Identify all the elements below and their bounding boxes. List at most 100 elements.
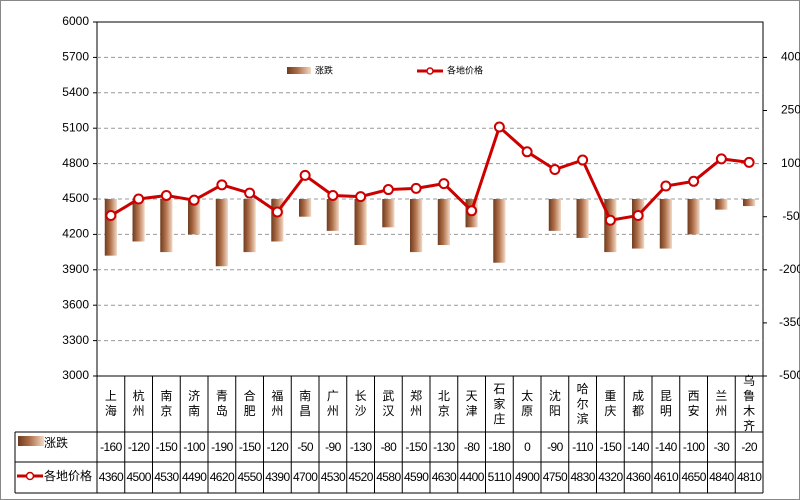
table-key xyxy=(18,436,44,446)
point xyxy=(715,153,727,165)
point xyxy=(438,178,450,190)
table-value: -120 xyxy=(127,439,150,454)
table-value: -80 xyxy=(463,439,480,454)
category-label: 成都 xyxy=(632,389,645,418)
legend-swatch xyxy=(426,67,434,75)
table-value: -150 xyxy=(405,439,427,454)
table-value: -140 xyxy=(627,439,649,454)
table-value: 4520 xyxy=(348,470,373,484)
table-value: 4400 xyxy=(459,470,484,484)
table-row-label: 各地价格 xyxy=(44,468,93,483)
table-value: -110 xyxy=(572,439,593,454)
category-label: 广州 xyxy=(326,389,339,418)
point xyxy=(743,156,755,168)
point xyxy=(327,189,339,201)
bar xyxy=(215,199,228,267)
table-value: -20 xyxy=(741,439,757,454)
category-label: 太原 xyxy=(521,389,534,418)
table-value: 4650 xyxy=(681,470,706,484)
table-value: -160 xyxy=(100,439,122,454)
y-tick-label: 5700 xyxy=(62,50,89,64)
point xyxy=(493,121,505,133)
bar xyxy=(410,199,423,253)
category-label: 石家庄 xyxy=(493,381,506,426)
table-value: -150 xyxy=(599,439,622,454)
category-label: 哈尔滨 xyxy=(576,381,589,426)
point xyxy=(382,184,394,196)
point xyxy=(160,189,172,201)
table-value: -100 xyxy=(183,439,205,454)
table-value: 4620 xyxy=(209,470,235,484)
point xyxy=(660,180,672,192)
table-value: 4610 xyxy=(653,470,679,484)
table-value: -80 xyxy=(380,439,397,454)
table-value: 4500 xyxy=(126,470,151,484)
table-value: -150 xyxy=(238,439,261,454)
table-value: -150 xyxy=(155,439,178,454)
bar xyxy=(437,199,450,246)
table-value: 4550 xyxy=(237,470,262,484)
y-tick-label: 4500 xyxy=(62,191,89,205)
bar xyxy=(326,199,339,231)
table-row-label: 涨跌 xyxy=(44,435,69,450)
y2-tick-label: -350 xyxy=(779,315,800,329)
table-value: 5110 xyxy=(487,470,512,484)
category-label: 长沙 xyxy=(354,389,367,418)
point xyxy=(577,154,589,166)
category-label: 杭州 xyxy=(132,389,145,418)
point xyxy=(188,194,200,206)
table-value: -180 xyxy=(488,439,511,454)
point xyxy=(688,175,700,187)
table-value: 4390 xyxy=(265,470,290,484)
category-label: 郑州 xyxy=(410,389,423,418)
point xyxy=(521,146,533,158)
table-value: -100 xyxy=(682,439,705,454)
y-tick-label: 5400 xyxy=(62,85,89,99)
category-label: 乌鲁木齐 xyxy=(743,374,756,433)
table-value: 4900 xyxy=(514,470,540,484)
y2-tick-label: 100 xyxy=(781,156,800,170)
category-label: 南京 xyxy=(160,389,173,418)
legend-swatch xyxy=(287,67,311,74)
bar xyxy=(354,199,367,246)
y-tick-label: 3600 xyxy=(62,297,89,311)
category-label: 昆明 xyxy=(659,389,672,418)
table-value: 4750 xyxy=(542,470,568,484)
category-label: 北京 xyxy=(437,389,450,418)
category-label: 兰州 xyxy=(715,389,728,418)
point xyxy=(271,206,283,218)
y2-tick-label: -50 xyxy=(782,209,800,223)
bar xyxy=(687,199,700,235)
table-value: -190 xyxy=(211,439,233,454)
bar xyxy=(493,199,506,263)
bar xyxy=(132,199,145,242)
y2-tick-label: -500 xyxy=(779,368,800,382)
bar xyxy=(243,199,256,253)
bar xyxy=(160,199,173,253)
table-value: 4590 xyxy=(403,470,429,484)
table-value: 4630 xyxy=(431,470,457,484)
y2-tick-label: -200 xyxy=(779,262,800,276)
table-value: 4530 xyxy=(320,470,346,484)
table-value: -130 xyxy=(349,439,372,454)
table-key xyxy=(25,471,35,481)
y-tick-label: 5100 xyxy=(62,120,89,134)
point xyxy=(216,179,228,191)
y-tick-label: 3000 xyxy=(62,368,89,382)
legend-label: 各地价格 xyxy=(447,64,483,75)
bar xyxy=(548,199,561,231)
table-value: -30 xyxy=(713,439,730,454)
legend-label: 涨跌 xyxy=(315,65,333,75)
table-value: -90 xyxy=(325,439,341,454)
bar xyxy=(632,199,645,249)
y-tick-label: 3300 xyxy=(62,333,89,347)
point xyxy=(604,214,616,226)
bar xyxy=(382,199,395,228)
table-value: 4320 xyxy=(598,470,623,484)
point xyxy=(133,193,145,205)
point xyxy=(355,191,367,203)
bar xyxy=(299,199,312,217)
point xyxy=(632,210,644,222)
point xyxy=(466,205,478,217)
table-value: 0 xyxy=(524,439,531,454)
